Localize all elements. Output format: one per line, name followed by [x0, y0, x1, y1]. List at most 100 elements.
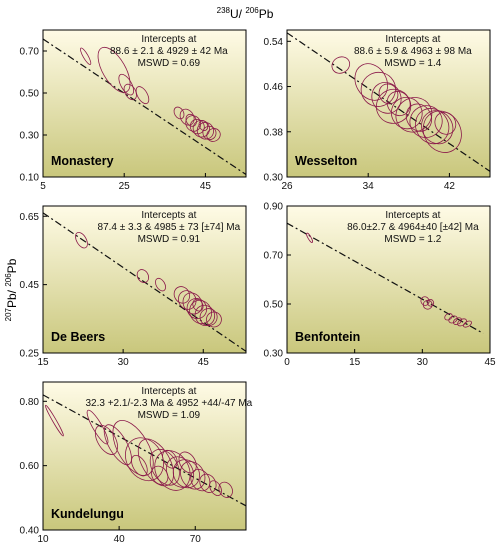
data-ellipse: [452, 317, 463, 325]
data-ellipse: [405, 103, 433, 132]
y-tick-label: 0.46: [264, 82, 284, 93]
top-axis-title-sup2: 206: [245, 6, 259, 15]
panel-background: [43, 382, 246, 530]
left-axis-title-base1: Pb/: [5, 287, 19, 308]
top-axis-title-base2: Pb: [259, 7, 274, 21]
plot-area: [287, 222, 484, 334]
data-ellipse: [415, 108, 450, 145]
left-axis-title-sup2: 206: [4, 273, 13, 287]
intercepts-title: Intercepts at: [385, 210, 440, 221]
x-tick-label: 42: [444, 181, 456, 192]
x-tick-label: 15: [37, 357, 49, 368]
data-ellipse: [371, 82, 402, 114]
regression-line: [43, 394, 246, 507]
data-ellipse: [182, 292, 203, 315]
x-tick-label: 25: [119, 181, 131, 192]
data-ellipse: [178, 290, 197, 310]
data-ellipse: [448, 315, 458, 324]
data-ellipse: [178, 451, 197, 474]
data-ellipse: [179, 108, 195, 126]
data-ellipse: [199, 473, 217, 493]
regression-line: [43, 212, 246, 352]
data-ellipse: [173, 106, 185, 120]
regression-line: [287, 32, 490, 172]
y-tick-label: 0.30: [264, 349, 284, 360]
y-tick-label: 0.50: [20, 89, 40, 100]
left-axis-title: 207Pb/ 206Pb: [4, 258, 19, 321]
data-ellipse: [192, 119, 210, 138]
data-ellipse: [218, 481, 233, 498]
x-tick-label: 5: [40, 181, 46, 192]
data-ellipse: [137, 438, 174, 487]
y-tick-label: 0.38: [264, 127, 284, 138]
data-ellipse: [103, 424, 132, 466]
data-ellipse: [45, 404, 64, 437]
data-ellipse: [155, 277, 166, 292]
y-tick-label: 0.10: [20, 173, 40, 184]
top-axis-title-sup1: 238: [217, 6, 231, 15]
data-ellipse: [136, 269, 150, 283]
panel-name: Wesselton: [295, 154, 357, 168]
panel-frame: [42, 205, 247, 354]
x-tick-label: 0: [284, 357, 290, 368]
x-tick-label: 45: [198, 357, 210, 368]
data-ellipse: [390, 97, 423, 130]
panel-frame: [42, 381, 247, 531]
intercepts-title: Intercepts at: [141, 386, 196, 397]
x-tick-label: 15: [349, 357, 361, 368]
x-tick-label: 34: [363, 181, 375, 192]
data-ellipse: [462, 320, 472, 328]
data-ellipse: [135, 86, 150, 105]
panel-background: [43, 206, 246, 353]
panel-name: Benfontein: [295, 330, 360, 344]
y-tick-label: 0.40: [20, 526, 40, 537]
intercepts-title: Intercepts at: [385, 34, 440, 45]
panel-name: Kundelungu: [51, 507, 124, 521]
y-tick-label: 0.50: [264, 300, 284, 311]
x-tick-label: 10: [37, 534, 49, 544]
data-ellipse: [378, 83, 399, 105]
data-ellipse: [166, 456, 195, 488]
data-ellipse: [151, 465, 169, 485]
x-tick-label: 40: [114, 534, 126, 544]
data-ellipse: [131, 454, 148, 477]
intercepts-value: 86.0±2.7 & 4964±40 [±42] Ma: [347, 222, 479, 233]
plot-area: [287, 32, 490, 172]
intercepts-value: 88.6 ± 2.1 & 4929 ± 42 Ma: [110, 46, 228, 57]
y-tick-label: 0.30: [20, 131, 40, 142]
left-axis-title-sup1: 207: [4, 307, 13, 321]
x-tick-label: 45: [484, 357, 496, 368]
regression-line: [43, 38, 246, 175]
data-ellipse: [422, 299, 433, 310]
top-axis-title: 238U/ 206Pb: [217, 6, 274, 21]
mswd-value: MSWD = 1.2: [384, 234, 441, 245]
y-tick-label: 0.65: [20, 212, 40, 223]
data-ellipse: [420, 296, 430, 306]
x-tick-label: 30: [118, 357, 130, 368]
data-ellipse: [422, 110, 462, 153]
data-ellipse: [189, 118, 205, 135]
y-tick-label: 0.60: [20, 461, 40, 472]
mswd-value: MSWD = 1.09: [138, 410, 201, 421]
data-ellipse: [206, 128, 221, 142]
data-ellipse: [97, 46, 131, 93]
data-ellipse: [426, 299, 435, 307]
intercepts-title: Intercepts at: [141, 34, 196, 45]
data-ellipse: [94, 424, 118, 455]
mswd-value: MSWD = 1.4: [384, 58, 441, 69]
data-ellipse: [125, 437, 164, 482]
data-ellipse: [206, 311, 222, 328]
data-ellipse: [80, 47, 92, 65]
mswd-value: MSWD = 0.69: [138, 58, 201, 69]
x-tick-label: 45: [200, 181, 212, 192]
data-ellipse: [185, 113, 197, 127]
data-ellipse: [194, 304, 216, 326]
panel-benfontein: 0 15 30 45 0.30 0.50 0.70 0.90 Intercepts at86.0…: [264, 202, 496, 369]
data-ellipse: [331, 56, 351, 74]
y-tick-label: 0.90: [264, 202, 284, 213]
data-ellipse: [444, 313, 453, 321]
intercepts-title: Intercepts at: [141, 210, 196, 221]
intercepts-value: 88.6 ± 5.9 & 4963 ± 98 Ma: [354, 46, 472, 57]
